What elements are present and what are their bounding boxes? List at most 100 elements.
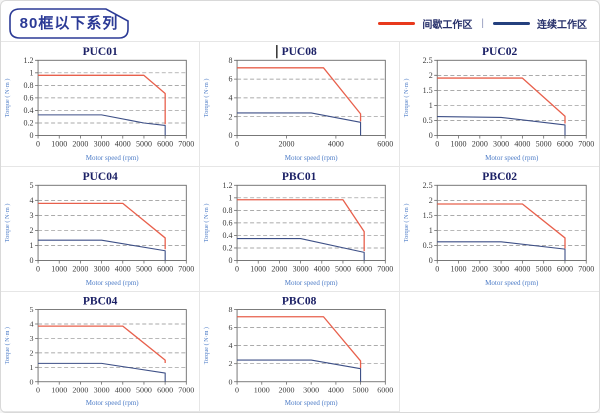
x-tick-label: 0	[435, 265, 439, 274]
x-tick-label: 1000	[450, 140, 466, 149]
x-axis-title: Motor speed (rpm)	[285, 279, 338, 287]
chart-cell-puc02: PUC02 0 1000 2000 3000 4000 5000 6000 7000 0 0.5 1 1…	[399, 42, 599, 167]
chart-cell-puc08: PUC08 0 2000 4000 6000 0 2 4 6 8 Motor speed (rpm)…	[200, 42, 400, 167]
torque-speed-chart: PUC08 0 2000 4000 6000 0 2 4 6 8 Motor speed (rpm)…	[203, 45, 394, 162]
y-tick-label: 0.4	[24, 106, 34, 115]
continuous-zone-line	[436, 116, 566, 136]
y-tick-label: 2	[229, 112, 233, 121]
x-tick-label: 0	[235, 265, 239, 274]
y-axis-title: Torque ( N·m )	[203, 79, 210, 118]
y-tick-label: 8	[229, 56, 233, 65]
x-tick-label: 1000	[251, 265, 267, 274]
x-tick-label: 3000	[304, 386, 320, 395]
y-tick-label: 4	[30, 320, 34, 329]
legend-label-continuous: 连续工作区	[537, 19, 587, 31]
y-tick-label: 0	[428, 256, 432, 265]
x-tick-label: 1000	[450, 265, 466, 274]
series-title-badge: 80框以下系列	[9, 7, 129, 39]
x-tick-label: 0	[36, 140, 40, 149]
y-tick-label: 0.4	[223, 231, 233, 240]
y-tick-label: 3	[30, 211, 34, 220]
badge-outline	[9, 7, 129, 39]
x-tick-label: 5000	[136, 140, 152, 149]
chart-cell-pbc04: PBC04 0 1000 2000 3000 4000 5000 6000 7000 0 1 2 3 4 5…	[1, 292, 201, 412]
y-tick-label: 5	[30, 305, 34, 314]
y-tick-label: 6	[229, 75, 233, 84]
y-tick-label: 2	[428, 71, 432, 80]
x-tick-label: 6000	[557, 265, 573, 274]
x-tick-label: 0	[36, 386, 40, 395]
x-tick-label: 5000	[353, 386, 369, 395]
y-tick-label: 0	[428, 131, 432, 140]
x-axis-title: Motor speed (rpm)	[86, 279, 139, 287]
chart-title: PBC02	[482, 170, 517, 183]
intermittent-zone-line	[38, 202, 166, 250]
x-tick-label: 0	[235, 386, 239, 395]
y-tick-label: 1	[30, 68, 34, 77]
x-tick-label: 4000	[328, 140, 344, 149]
y-axis-title: Torque ( N·m )	[203, 204, 210, 243]
x-tick-label: 0	[36, 265, 40, 274]
x-tick-label: 6000	[157, 265, 173, 274]
plot-area	[436, 184, 587, 261]
torque-speed-chart: PUC02 0 1000 2000 3000 4000 5000 6000 7000 0 0.5 1 1…	[403, 45, 594, 162]
charts-grid: PUC01 0 1000 2000 3000 4000 5000 6000 7000 0 0.2 0.…	[1, 41, 599, 412]
y-tick-label: 1.2	[223, 181, 233, 190]
x-tick-label: 4000	[115, 386, 131, 395]
legend-line-intermittent-icon	[378, 21, 416, 25]
chart-title: PUC08	[282, 45, 317, 58]
y-tick-label: 2.5	[422, 56, 432, 65]
plot-area	[37, 184, 187, 261]
x-tick-label: 2000	[471, 140, 487, 149]
intermittent-zone-line	[237, 316, 362, 369]
y-tick-label: 0.8	[223, 206, 233, 215]
chart-cell-pbc01: PBC01 0 1000 2000 3000 4000 5000 6000 7000 0 0.2 0.…	[200, 167, 400, 292]
y-axis-title: Torque ( N·m )	[403, 79, 410, 118]
legend-label-intermittent: 间歇工作区	[422, 19, 473, 31]
intermittent-zone-line	[436, 203, 566, 249]
x-axis-title: Motor speed (rpm)	[86, 154, 139, 162]
y-tick-label: 2	[30, 348, 34, 357]
x-tick-label: 3000	[493, 140, 509, 149]
continuous-zone-line	[237, 112, 362, 136]
x-tick-label: 2000	[272, 265, 288, 274]
x-tick-label: 7000	[178, 140, 194, 149]
x-tick-label: 6000	[378, 140, 394, 149]
chart-title: PBC08	[282, 296, 317, 308]
y-tick-label: 0.2	[24, 119, 34, 128]
x-tick-label: 2000	[279, 140, 295, 149]
x-tick-label: 4000	[328, 386, 344, 395]
y-tick-label: 4	[229, 341, 233, 350]
x-tick-label: 6000	[557, 140, 573, 149]
x-tick-label: 2000	[72, 386, 88, 395]
intermittent-zone-line	[38, 74, 166, 125]
x-tick-label: 3000	[94, 386, 110, 395]
x-tick-label: 1000	[51, 140, 67, 149]
page-title: 80框以下系列	[19, 15, 119, 32]
x-tick-label: 6000	[157, 140, 173, 149]
torque-speed-chart: PUC04 0 1000 2000 3000 4000 5000 6000 7000 0 1 2 3 4 5…	[4, 170, 194, 287]
continuous-zone-line	[38, 114, 166, 136]
chart-cell-pbc02: PBC02 0 1000 2000 3000 4000 5000 6000 7000 0 0.5 1 1…	[399, 167, 599, 292]
x-tick-label: 2000	[471, 265, 487, 274]
x-tick-label: 2000	[279, 386, 295, 395]
y-tick-label: 0.6	[24, 93, 34, 102]
x-tick-label: 7000	[378, 265, 394, 274]
x-tick-label: 2000	[72, 140, 88, 149]
chart-legend: 间歇工作区 | 连续工作区	[378, 16, 589, 31]
chart-title: PUC01	[83, 45, 118, 58]
plot-area	[37, 309, 187, 383]
x-tick-label: 6000	[157, 386, 173, 395]
y-tick-label: 0.5	[422, 241, 432, 250]
intermittent-zone-line	[38, 325, 166, 364]
y-tick-label: 2	[30, 226, 34, 235]
intermittent-zone-line	[436, 77, 566, 124]
x-axis-title: Motor speed (rpm)	[285, 154, 338, 162]
torque-speed-chart: PBC01 0 1000 2000 3000 4000 5000 6000 7000 0 0.2 0.…	[203, 170, 394, 287]
y-tick-label: 1	[229, 193, 233, 202]
y-tick-label: 0.6	[223, 218, 233, 227]
y-tick-label: 2.5	[422, 181, 432, 190]
x-tick-label: 6000	[356, 265, 372, 274]
y-tick-label: 1	[428, 101, 432, 110]
x-tick-label: 7000	[178, 265, 194, 274]
